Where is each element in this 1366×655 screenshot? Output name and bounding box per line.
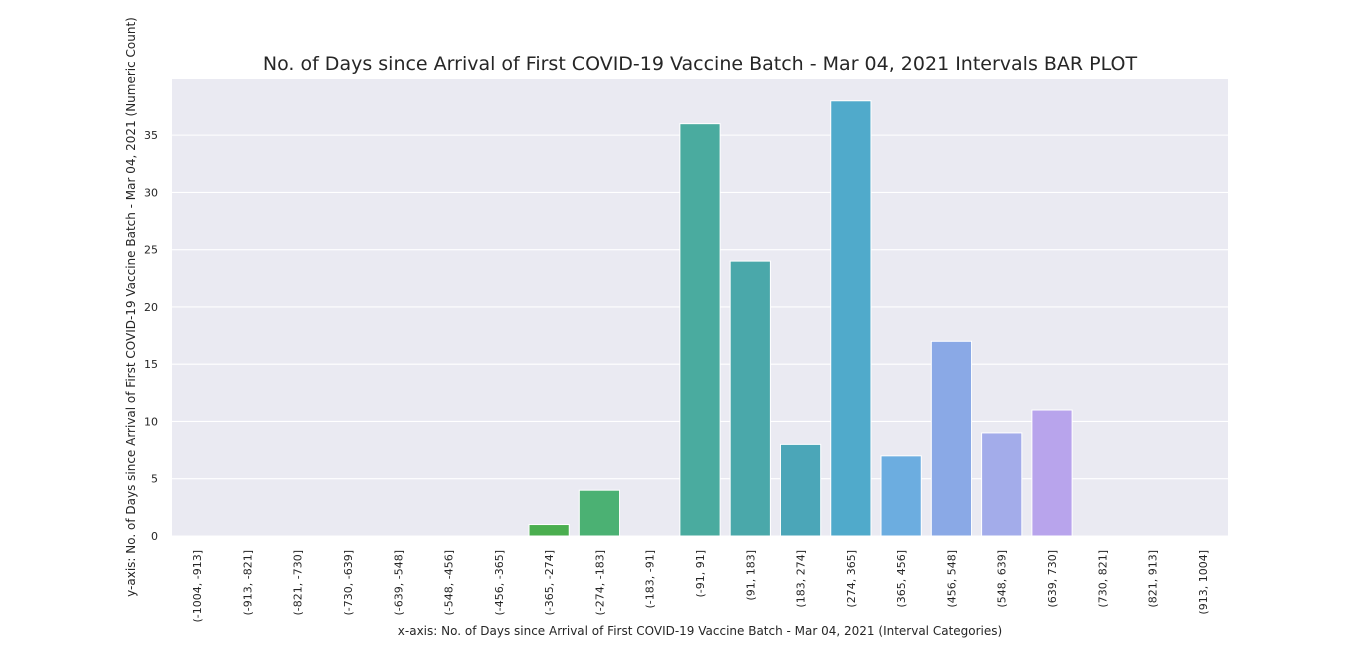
x-tick-labels: (-1004, -913] (-913, -821] (-821, -730] (-7… — [191, 550, 1210, 623]
bar — [729, 260, 771, 537]
y-tick-label: 10 — [144, 415, 158, 428]
x-tick-label: (548, 639] — [996, 550, 1009, 608]
x-tick-label: (639, 730] — [1046, 550, 1059, 608]
x-tick-label: (456, 548] — [945, 550, 958, 608]
bar — [981, 432, 1023, 537]
bar — [679, 123, 721, 537]
bar — [779, 443, 822, 537]
bar — [930, 340, 973, 537]
bar — [578, 489, 621, 537]
chart-title: No. of Days since Arrival of First COVID… — [263, 53, 1138, 75]
x-tick-label: (-183, -91] — [644, 550, 657, 609]
y-axis-label: y-axis: No. of Days since Arrival of Fir… — [124, 17, 138, 597]
x-tick-label: (821, 913] — [1147, 550, 1160, 608]
x-tick-label: (91, 183] — [744, 550, 757, 601]
x-tick-label: (-1004, -913] — [191, 550, 204, 623]
x-tick-label: (-274, -183] — [593, 550, 606, 616]
y-tick-label: 15 — [144, 358, 158, 371]
x-tick-label: (-91, 91] — [694, 550, 707, 598]
y-tick-labels: 0 5 10 15 20 25 30 35 — [144, 129, 158, 543]
x-axis-label: x-axis: No. of Days since Arrival of Fir… — [398, 624, 1002, 638]
x-tick-label: (-730, -639] — [342, 550, 355, 616]
y-tick-label: 35 — [144, 129, 158, 142]
y-tick-label: 5 — [151, 473, 158, 486]
bar — [1031, 409, 1073, 537]
x-tick-label: (183, 274] — [795, 550, 808, 608]
x-tick-label: (-821, -730] — [292, 550, 305, 616]
x-tick-label: (274, 365] — [845, 550, 858, 608]
bar-layer — [528, 100, 1073, 537]
x-tick-label: (-639, -548] — [392, 550, 405, 616]
x-tick-label: (730, 821] — [1096, 550, 1109, 608]
x-tick-label: (-548, -456] — [443, 550, 456, 616]
x-tick-label: (-456, -365] — [493, 550, 506, 616]
x-tick-label: (-365, -274] — [543, 550, 556, 616]
x-tick-label: (-913, -821] — [241, 550, 254, 616]
y-tick-label: 25 — [144, 244, 158, 257]
y-tick-label: 0 — [151, 530, 158, 543]
y-tick-label: 20 — [144, 301, 158, 314]
x-tick-label: (913, 1004] — [1197, 550, 1210, 615]
bar — [528, 524, 570, 537]
bar — [880, 455, 922, 537]
y-tick-label: 30 — [144, 186, 158, 199]
x-tick-label: (365, 456] — [895, 550, 908, 608]
bar — [830, 100, 872, 537]
